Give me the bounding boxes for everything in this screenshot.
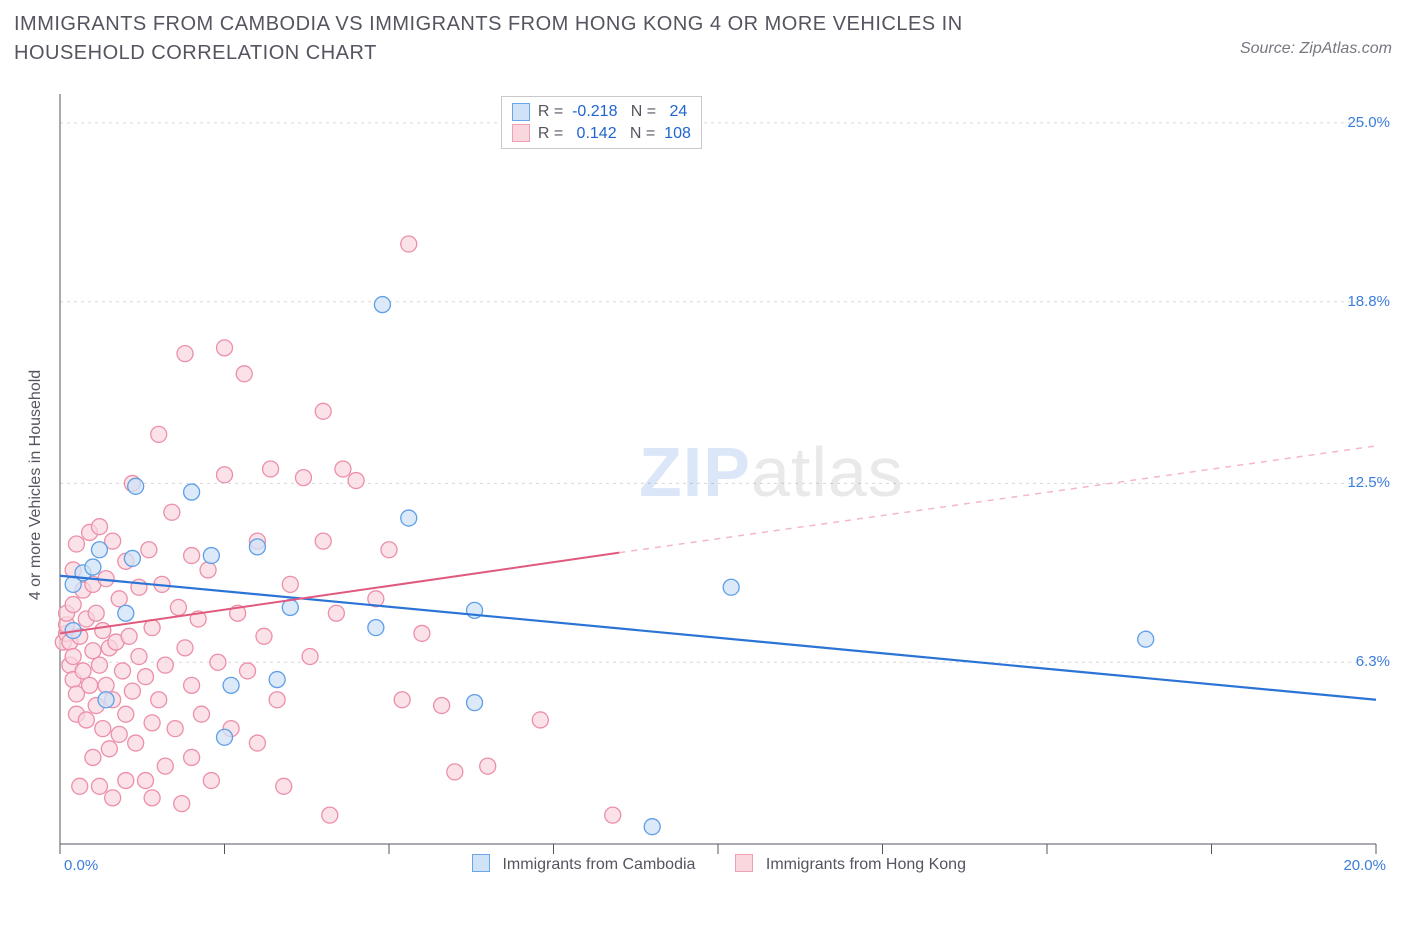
legend-item-hongkong: Immigrants from Hong Kong (735, 854, 966, 874)
legend-stat-row: R = 0.142 N = 108 (512, 123, 691, 145)
y-tick-label: 25.0% (1347, 114, 1390, 131)
y-tick-label: 18.8% (1347, 293, 1390, 310)
chart-title: IMMIGRANTS FROM CAMBODIA VS IMMIGRANTS F… (14, 10, 1064, 68)
scatter-plot (46, 90, 1392, 880)
legend-swatch-cambodia (472, 854, 490, 872)
y-tick-label: 6.3% (1356, 653, 1390, 670)
legend-stat-row: R = -0.218 N = 24 (512, 101, 691, 123)
y-tick-label: 12.5% (1347, 474, 1390, 491)
y-axis-label: 4 or more Vehicles in Household (27, 370, 45, 600)
legend-label-cambodia: Immigrants from Cambodia (502, 856, 695, 873)
plot-wrap: 4 or more Vehicles in Household ZIPatlas… (46, 90, 1392, 880)
legend-item-cambodia: Immigrants from Cambodia (472, 854, 695, 874)
page-root: IMMIGRANTS FROM CAMBODIA VS IMMIGRANTS F… (0, 0, 1406, 930)
title-row: IMMIGRANTS FROM CAMBODIA VS IMMIGRANTS F… (14, 10, 1392, 68)
correlation-legend: R = -0.218 N = 24R = 0.142 N = 108 (501, 96, 702, 149)
legend-swatch-hongkong (735, 854, 753, 872)
legend-label-hongkong: Immigrants from Hong Kong (766, 856, 966, 873)
source-label: Source: ZipAtlas.com (1240, 40, 1392, 58)
series-legend: Immigrants from Cambodia Immigrants from… (46, 854, 1392, 874)
